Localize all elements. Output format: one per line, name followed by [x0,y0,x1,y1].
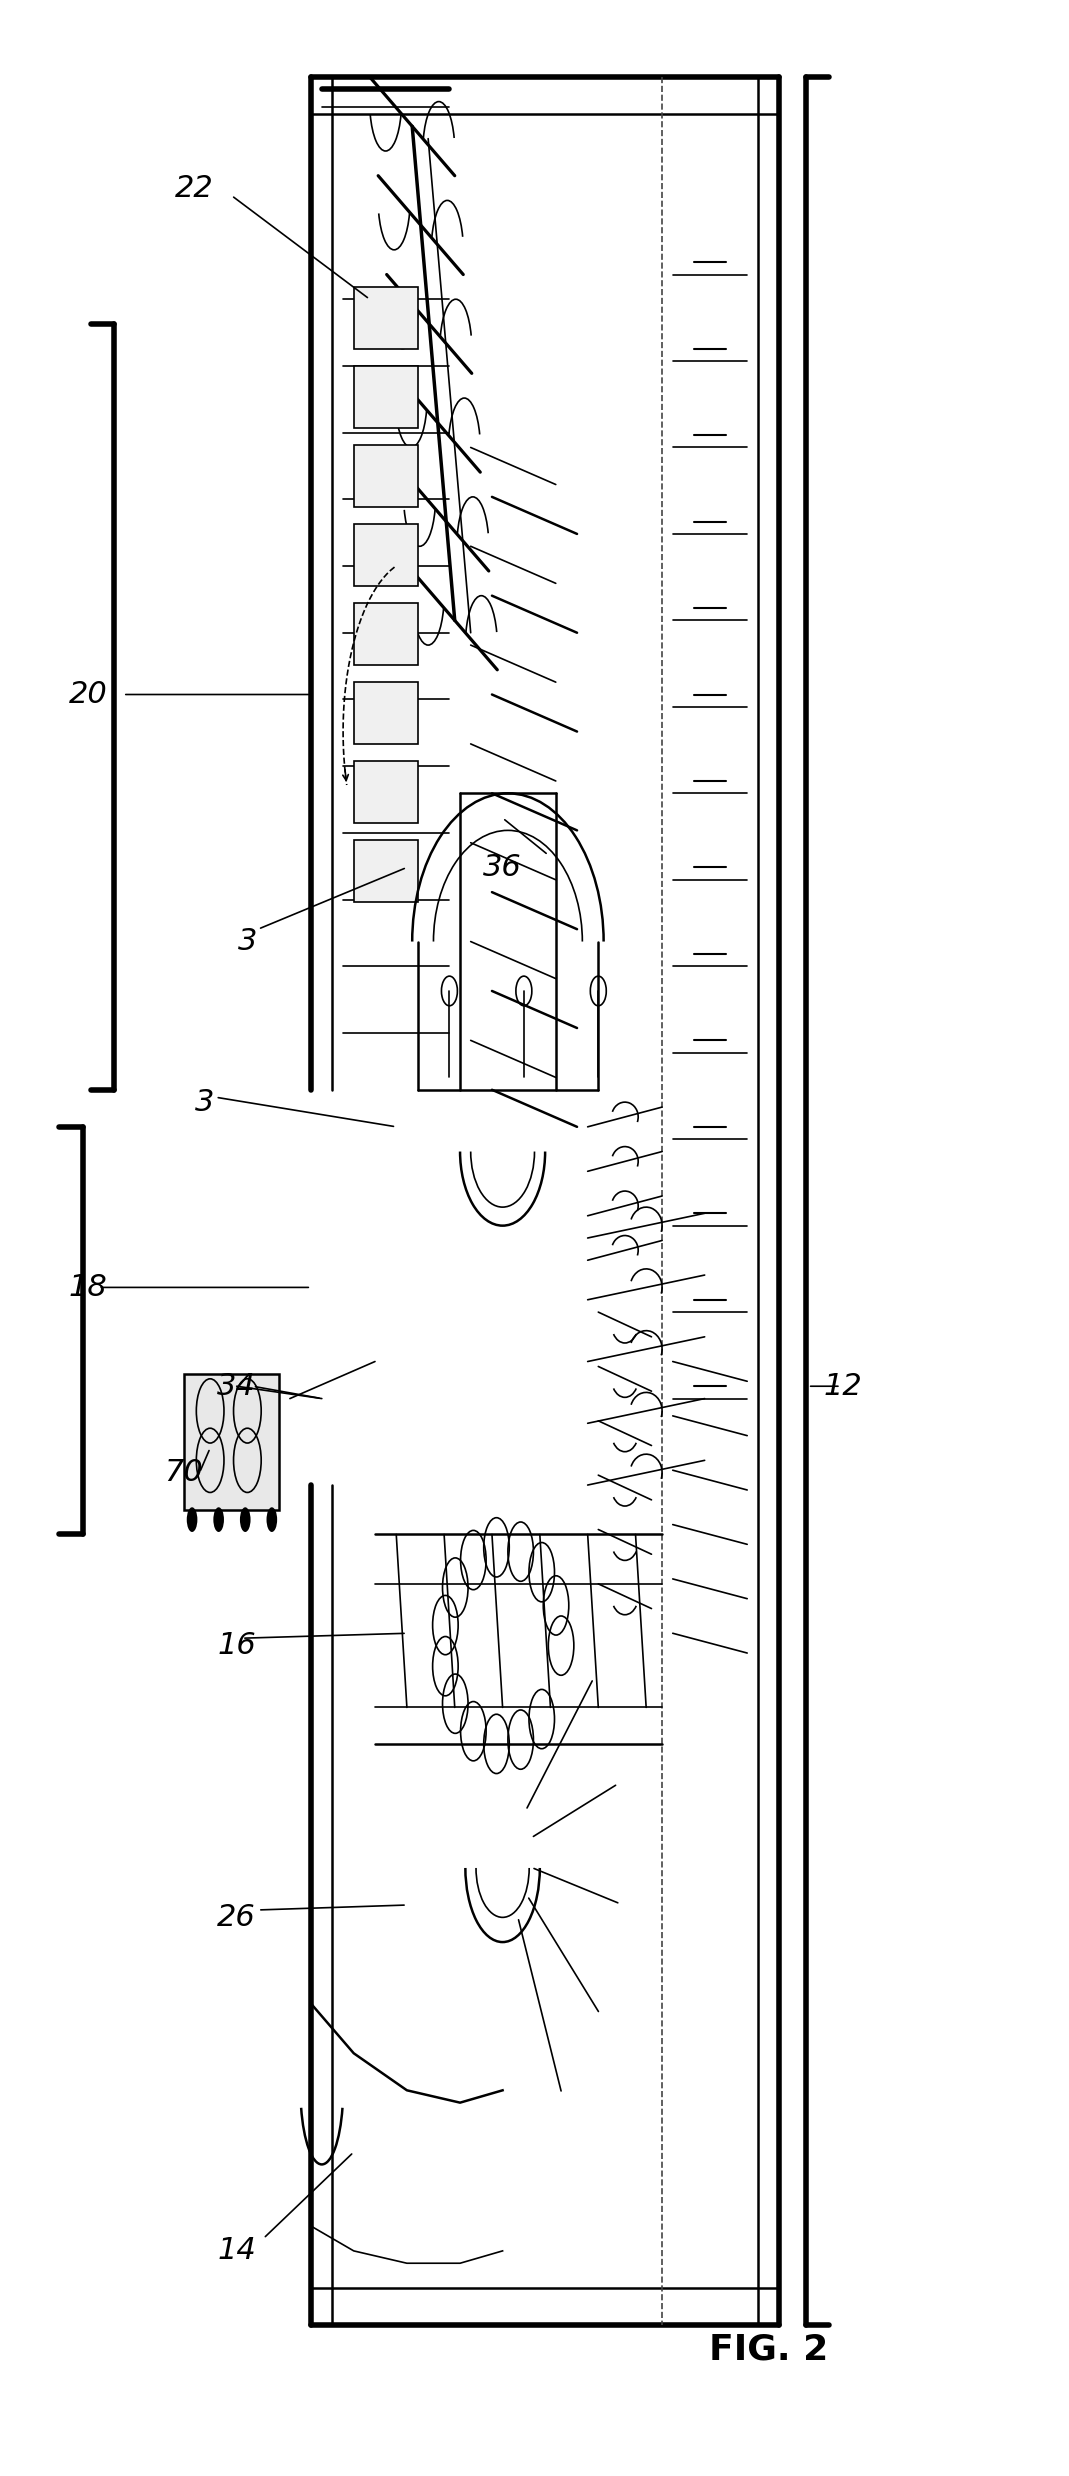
Text: 18: 18 [68,1273,107,1302]
Bar [354,839,418,901]
Bar [354,446,418,508]
Text: 14: 14 [217,2236,257,2266]
Circle shape [239,1508,250,1533]
Bar [354,366,418,428]
Text: 34: 34 [217,1372,257,1401]
Text: 70: 70 [165,1458,203,1488]
Bar [354,525,418,587]
Bar [354,604,418,666]
Circle shape [214,1508,224,1533]
Text: 16: 16 [217,1632,257,1659]
Bar [184,1374,279,1510]
Circle shape [187,1508,198,1533]
Text: 36: 36 [483,852,522,881]
Bar [354,683,418,743]
Circle shape [266,1508,277,1533]
Bar [354,287,418,349]
Text: 12: 12 [823,1372,863,1401]
Text: 3: 3 [237,926,257,956]
Bar [354,760,418,822]
Text: 3: 3 [196,1087,215,1117]
Text: 22: 22 [175,173,214,203]
Text: 20: 20 [68,681,107,708]
Text: 26: 26 [217,1904,257,1931]
Text: FIG. 2: FIG. 2 [709,2332,828,2367]
